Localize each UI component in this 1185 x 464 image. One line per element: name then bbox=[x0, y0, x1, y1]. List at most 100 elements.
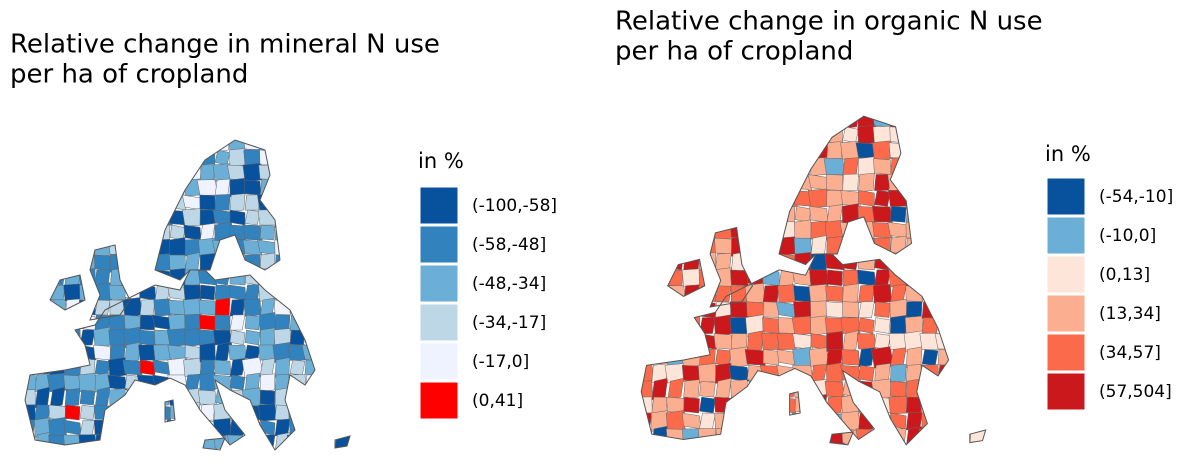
region bbox=[304, 178, 321, 197]
region bbox=[214, 341, 231, 364]
region bbox=[139, 238, 156, 257]
region bbox=[124, 140, 141, 151]
region bbox=[620, 238, 636, 254]
region bbox=[244, 434, 261, 450]
region bbox=[108, 314, 127, 331]
region bbox=[184, 140, 201, 151]
region bbox=[619, 331, 636, 352]
region bbox=[874, 442, 891, 445]
region bbox=[4, 375, 21, 390]
region bbox=[982, 253, 986, 271]
legend-swatch bbox=[1046, 372, 1086, 411]
region bbox=[747, 95, 763, 112]
region bbox=[349, 299, 350, 316]
region bbox=[826, 190, 843, 207]
region bbox=[713, 333, 734, 350]
region bbox=[762, 116, 780, 128]
region bbox=[259, 252, 276, 273]
legend-swatch bbox=[1046, 177, 1086, 216]
region bbox=[920, 253, 940, 271]
region bbox=[794, 443, 812, 445]
region bbox=[697, 363, 717, 384]
region bbox=[259, 327, 276, 348]
region bbox=[746, 158, 764, 175]
region bbox=[776, 158, 798, 175]
region bbox=[905, 444, 923, 445]
region bbox=[641, 441, 653, 445]
region bbox=[874, 428, 891, 445]
region bbox=[227, 434, 248, 450]
region bbox=[304, 239, 321, 256]
region bbox=[122, 434, 143, 450]
region bbox=[107, 374, 128, 391]
country-outline bbox=[164, 399, 176, 423]
region bbox=[681, 116, 702, 130]
region bbox=[289, 359, 306, 376]
region bbox=[762, 250, 780, 274]
region bbox=[214, 314, 231, 331]
region bbox=[199, 342, 216, 363]
region bbox=[228, 148, 247, 167]
region bbox=[762, 285, 780, 303]
region bbox=[762, 317, 780, 334]
region bbox=[937, 116, 955, 128]
region bbox=[139, 387, 156, 408]
region bbox=[826, 330, 844, 352]
region bbox=[288, 374, 307, 391]
region bbox=[123, 419, 142, 436]
region bbox=[920, 268, 940, 288]
region bbox=[244, 314, 261, 331]
region bbox=[698, 301, 717, 318]
region bbox=[617, 111, 639, 127]
region bbox=[287, 192, 308, 213]
region bbox=[334, 224, 350, 241]
region bbox=[730, 285, 748, 302]
legend-swatch bbox=[1046, 333, 1086, 372]
region bbox=[715, 285, 732, 302]
region bbox=[921, 285, 939, 302]
region bbox=[124, 401, 141, 424]
region bbox=[681, 203, 702, 225]
region bbox=[937, 237, 955, 255]
region bbox=[304, 163, 321, 182]
region bbox=[969, 235, 986, 257]
region bbox=[304, 148, 321, 167]
region bbox=[842, 330, 859, 353]
region bbox=[730, 221, 749, 239]
region bbox=[288, 269, 307, 286]
region bbox=[778, 253, 796, 271]
region bbox=[94, 194, 111, 211]
region bbox=[951, 158, 973, 175]
region bbox=[730, 126, 749, 143]
region bbox=[648, 124, 671, 145]
region bbox=[746, 203, 765, 225]
region bbox=[333, 299, 350, 316]
region bbox=[34, 119, 51, 137]
region bbox=[169, 404, 186, 421]
region bbox=[320, 120, 335, 135]
region bbox=[636, 95, 652, 111]
region bbox=[778, 206, 796, 223]
legend-label: (13,34] bbox=[1099, 304, 1161, 324]
legend-swatch bbox=[419, 303, 459, 342]
country-outline bbox=[709, 226, 754, 308]
region bbox=[199, 194, 216, 211]
region bbox=[683, 301, 700, 318]
legend-swatch bbox=[1046, 255, 1086, 294]
region bbox=[139, 359, 156, 376]
region bbox=[874, 190, 891, 207]
region bbox=[319, 449, 336, 450]
region bbox=[985, 284, 986, 303]
region bbox=[64, 298, 81, 317]
region bbox=[699, 219, 716, 241]
region bbox=[62, 207, 83, 228]
region bbox=[109, 224, 126, 241]
region bbox=[872, 284, 892, 304]
region bbox=[259, 449, 276, 450]
region bbox=[731, 395, 748, 415]
region bbox=[5, 360, 20, 375]
region bbox=[731, 428, 748, 445]
region bbox=[985, 116, 986, 128]
region bbox=[167, 164, 188, 181]
region bbox=[49, 269, 66, 286]
